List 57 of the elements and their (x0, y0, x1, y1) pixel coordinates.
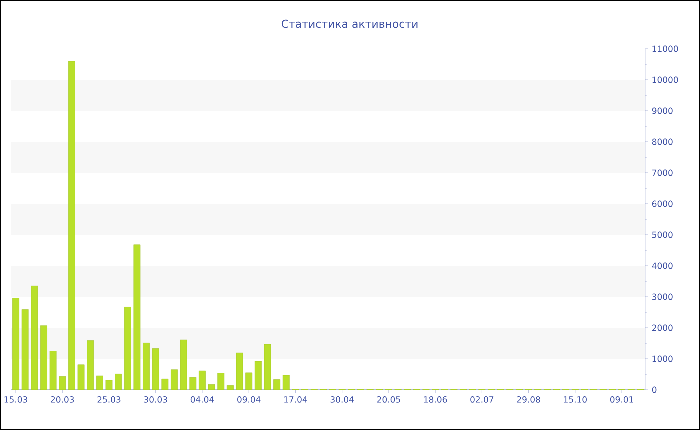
x-tick-label: 02.07 (470, 396, 494, 403)
bar (282, 375, 290, 390)
y-tick-label: 0 (652, 386, 657, 394)
x-tick-label: 15.10 (564, 396, 587, 403)
y-tick-label: 6000 (652, 200, 673, 208)
bar (59, 376, 66, 390)
y-tick-label: 2000 (652, 324, 673, 332)
bar (40, 326, 48, 390)
x-tick-label: 17.04 (284, 396, 308, 403)
bar (106, 380, 113, 390)
x-tick-label: 20.03 (51, 396, 74, 403)
x-tick-label: 30.04 (330, 396, 354, 403)
y-tick-label: 10000 (652, 76, 678, 84)
bar (87, 340, 94, 390)
y-tick-label: 9000 (652, 108, 673, 114)
x-tick-label: 25.03 (98, 396, 121, 403)
y-tick-label: 4000 (652, 262, 673, 270)
bar (12, 298, 20, 390)
x-tick-label: 20.05 (377, 396, 400, 403)
bar (68, 61, 76, 390)
y-tick-label: 11000 (652, 46, 678, 52)
bar (31, 286, 38, 390)
y-tick-label: 5000 (652, 232, 673, 238)
bar (152, 348, 160, 390)
bar (180, 340, 188, 390)
bar (22, 310, 29, 390)
bar (226, 386, 234, 390)
bar (143, 343, 150, 390)
x-tick-label: 09.01 (610, 396, 634, 403)
bar (246, 372, 253, 390)
bar (208, 384, 216, 390)
chart-title: Статистика активности (282, 20, 418, 28)
x-tick-label: 29.08 (517, 396, 540, 403)
y-tick-label: 3000 (652, 294, 673, 300)
bar (96, 376, 104, 390)
x-tick-label: 15.03 (4, 396, 28, 403)
bar (264, 344, 272, 390)
bar (171, 370, 178, 390)
x-tick-label: 30.03 (144, 396, 168, 403)
x-tick-label: 09.04 (238, 396, 261, 403)
bar (236, 352, 244, 390)
bar (124, 307, 132, 390)
bar (50, 351, 57, 390)
bar (274, 380, 281, 390)
y-tick-label: 8000 (652, 138, 673, 146)
y-tick-label: 1000 (652, 356, 673, 362)
bar (115, 374, 122, 390)
bar (254, 361, 262, 390)
bar (134, 244, 141, 390)
x-tick-label: 04.04 (190, 396, 214, 403)
bar (190, 377, 197, 390)
bar (162, 379, 169, 390)
bar (218, 373, 225, 390)
y-tick-label: 7000 (652, 170, 673, 176)
bar (78, 364, 85, 390)
x-tick-label: 18.06 (424, 396, 448, 403)
bar (199, 370, 206, 390)
